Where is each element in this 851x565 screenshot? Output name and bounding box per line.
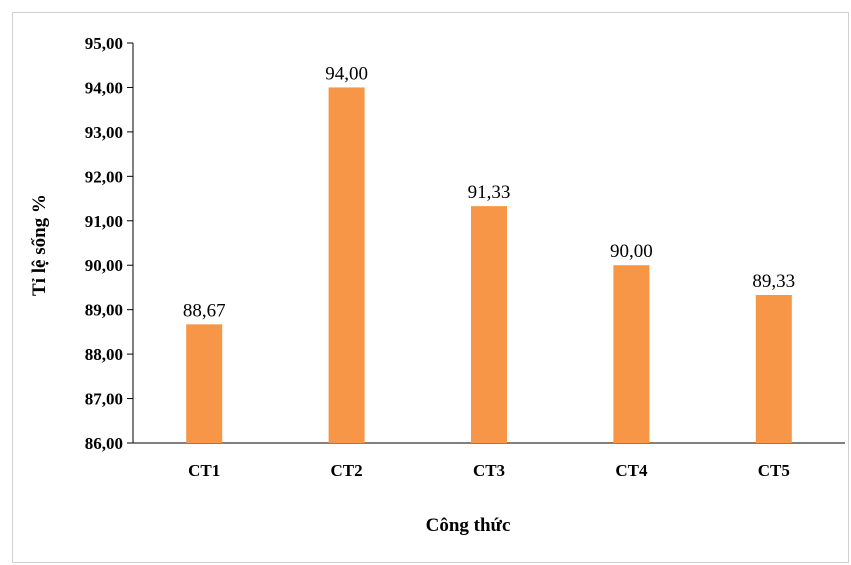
bars: 88,67 94,00 91,33 90,00 89,33 (183, 63, 795, 443)
y-tick-label: 91,00 (85, 212, 123, 231)
chart-frame (12, 12, 849, 563)
data-label-ct5: 89,33 (752, 271, 795, 292)
data-label-ct4: 90,00 (610, 241, 653, 262)
y-tick-label: 94,00 (85, 78, 123, 97)
data-label-ct1: 88,67 (183, 300, 226, 321)
x-tick-label-ct3: CT3 (473, 461, 505, 480)
y-tick-label: 93,00 (85, 123, 123, 142)
bar-ct3 (471, 206, 507, 443)
bar-ct4 (613, 265, 650, 443)
x-tick-label-ct4: CT4 (615, 461, 648, 480)
x-tick-label-ct5: CT5 (758, 461, 790, 480)
bar-ct5 (755, 295, 792, 443)
x-tick-label-ct1: CT1 (188, 461, 220, 480)
y-tick-label: 87,00 (85, 390, 123, 409)
data-label-ct2: 94,00 (325, 63, 368, 84)
x-axis-title: Công thức (426, 515, 511, 536)
y-tick-label: 88,00 (85, 345, 123, 364)
x-axis-categories: CT1 CT2 CT3 CT4 CT5 (188, 461, 790, 480)
y-tick-label: 90,00 (85, 256, 123, 275)
bar-ct1 (186, 324, 223, 443)
y-tick-label: 92,00 (85, 167, 123, 186)
bar-ct2 (328, 87, 365, 443)
y-tick-label: 86,00 (85, 434, 123, 453)
x-tick-label-ct2: CT2 (331, 461, 363, 480)
y-axis-ticks: 86,00 87,00 88,00 89,00 90,00 91,00 92,00 93,00… (85, 34, 133, 453)
data-label-ct3: 91,33 (468, 182, 511, 203)
y-tick-label: 89,00 (85, 301, 123, 320)
y-tick-label: 95,00 (85, 34, 123, 53)
y-axis-title: Tỉ lệ sống % (29, 194, 50, 296)
